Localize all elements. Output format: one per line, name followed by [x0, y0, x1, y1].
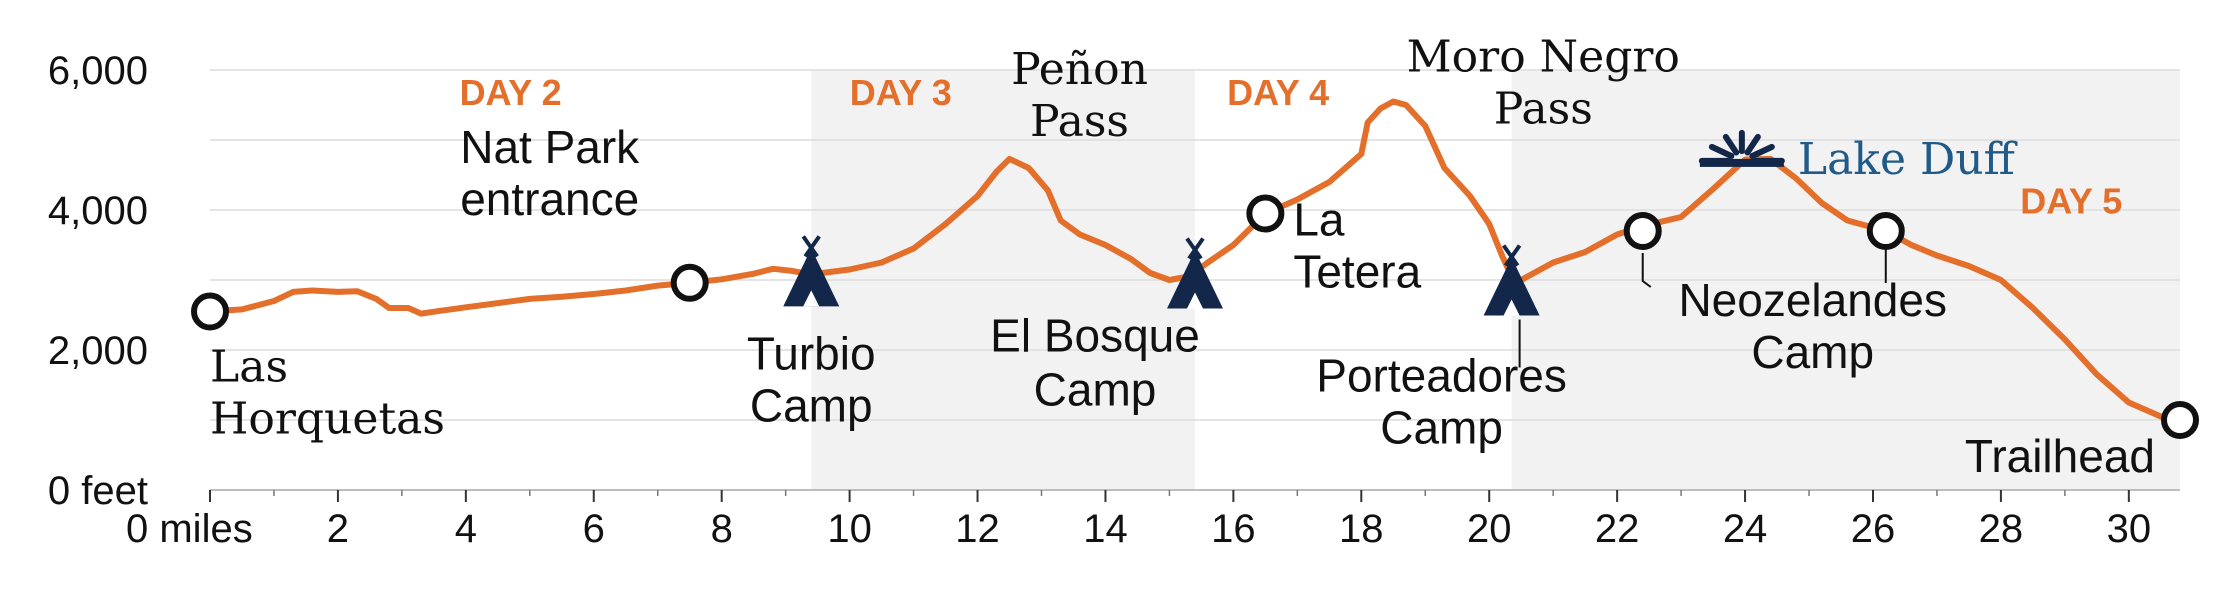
marker-las-horquetas: Las Horquetas — [191, 292, 445, 445]
day-label-day-4: DAY 4 — [1227, 72, 1329, 113]
marker-penon-pass: Peñon Pass — [1011, 44, 1148, 147]
elevation-line — [207, 98, 2183, 423]
marker-label-line: Camp — [1034, 364, 1157, 416]
marker-label: La Tetera — [1293, 194, 1421, 298]
marker-neozelandes-camp: Neozelandes Camp — [1623, 212, 1947, 378]
y-tick-label: 4,000 — [48, 189, 148, 233]
y-tick-label: 6,000 — [48, 49, 148, 93]
marker-label: Nat Park entrance — [460, 121, 640, 225]
marker-porteadores-camp: Porteadores Camp — [1316, 244, 1567, 454]
marker-label: Turbio Camp — [747, 327, 876, 431]
marker-label: Neozelandes Camp — [1678, 274, 1947, 378]
x-tick-label: 12 — [955, 507, 1000, 551]
marker-label: Moro Negro Pass — [1407, 32, 1680, 135]
gridlines — [210, 69, 2180, 491]
x-tick-label: 8 — [711, 507, 733, 551]
day-label-day-5: DAY 5 — [2020, 181, 2122, 222]
x-tick-label: 20 — [1467, 507, 1512, 551]
marker-label: Trailhead — [1965, 430, 2155, 482]
marker-label: Lake Duff — [1798, 134, 2018, 185]
tent-pole-icon — [803, 235, 821, 258]
marker-trailhead: Trailhead — [1965, 401, 2199, 482]
marker-label: Las Horquetas — [210, 342, 445, 445]
marker-label-line: La — [1293, 194, 1345, 246]
marker-la-tetera: La Tetera — [1246, 194, 1422, 298]
tent-pole-icon — [1187, 237, 1205, 260]
marker-label-line: Porteadores — [1316, 350, 1567, 402]
tent-pole-icon — [1503, 244, 1522, 267]
x-tick-label: 18 — [1339, 507, 1384, 551]
tent-door-icon — [1187, 292, 1203, 309]
tent-icon — [1167, 250, 1223, 309]
waypoint-circle-icon — [670, 263, 709, 302]
marker-label-line: Pass — [1494, 84, 1593, 135]
marker-label-line: Horquetas — [210, 394, 445, 445]
marker-label-line: Peñon — [1011, 44, 1148, 95]
marker-label-line: Pass — [1030, 96, 1129, 147]
waypoint-circle-icon — [1246, 194, 1285, 233]
y-tick-label: 0 feet — [48, 469, 148, 513]
waypoint-circle-icon — [1866, 212, 1905, 250]
x-tick-label: 16 — [1211, 507, 1256, 551]
marker-label-line: Tetera — [1293, 246, 1421, 298]
x-tick-label: 22 — [1595, 507, 1640, 551]
tent-door-icon — [803, 290, 820, 307]
x-tick-label: 14 — [1083, 507, 1128, 551]
marker-label-line: Lake Duff — [1798, 134, 2018, 185]
tent-icon — [1483, 257, 1540, 316]
waypoint-circle-icon — [2161, 401, 2199, 439]
marker-label-line: Moro Negro — [1407, 32, 1680, 83]
elevation-series-line — [207, 98, 2183, 423]
marker-label: El Bosque Camp — [990, 310, 1200, 416]
waypoint-circle-icon — [191, 292, 229, 331]
x-tick-label: 6 — [583, 507, 605, 551]
marker-label: Porteadores Camp — [1316, 350, 1567, 454]
x-tick-label: 0 miles — [126, 507, 253, 551]
marker-turbio-camp: Turbio Camp — [747, 235, 876, 431]
marker-label-line: entrance — [460, 173, 639, 225]
tent-icon — [783, 248, 840, 307]
y-tick-label: 2,000 — [48, 329, 148, 373]
lake-icon — [1698, 129, 1785, 167]
tent-door-icon — [1503, 299, 1520, 316]
x-tick-label: 2 — [327, 507, 349, 551]
marker-label-line: Camp — [1380, 402, 1503, 454]
marker-unlabeled — [1866, 212, 1905, 283]
x-tick-label: 10 — [827, 507, 872, 551]
marker-label-line: Camp — [750, 379, 873, 431]
day-labels: DAY 2 DAY 3 DAY 4 DAY 5 — [460, 72, 2123, 222]
marker-moro-negro-pass: Moro Negro Pass — [1407, 32, 1680, 135]
x-tick-label: 24 — [1723, 507, 1768, 551]
marker-label: Peñon Pass — [1011, 44, 1148, 147]
marker-label-line: Las — [210, 342, 288, 393]
marker-label-line: Camp — [1751, 326, 1874, 378]
marker-label-line: Neozelandes — [1678, 274, 1947, 326]
x-tick-label: 30 — [2107, 507, 2152, 551]
waypoint-circle-icon — [1623, 212, 1662, 250]
marker-label-line: Nat Park — [460, 121, 640, 173]
marker-lake-duff: Lake Duff — [1698, 129, 2018, 185]
marker-nat-park-entrance: Nat Park entrance — [460, 121, 709, 302]
marker-label-line: El Bosque — [990, 310, 1200, 362]
marker-label-line: Trailhead — [1965, 430, 2155, 482]
x-tick-label: 28 — [1979, 507, 2024, 551]
day-label-day-3: DAY 3 — [850, 72, 952, 113]
marker-el-bosque-camp: El Bosque Camp — [990, 237, 1223, 416]
x-tick-label: 26 — [1851, 507, 1896, 551]
x-tick-label: 4 — [455, 507, 477, 551]
day-label-day-2: DAY 2 — [460, 72, 562, 113]
marker-label-line: Turbio — [747, 327, 876, 379]
leader-line — [1641, 253, 1652, 288]
